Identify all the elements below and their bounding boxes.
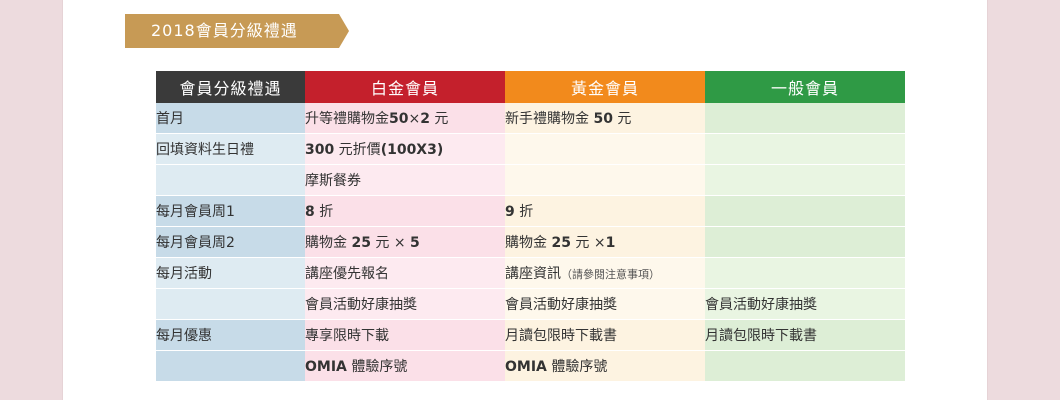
gold-cell xyxy=(505,134,705,165)
membership-benefits-table: 會員分級禮遇 白金會員 黃金會員 一般會員 首月 升等禮購物金50×2 元新手禮購… xyxy=(156,71,905,382)
benefit-category-cell: 每月優惠 xyxy=(156,320,305,351)
cell-text: 月讀包限時下載書 xyxy=(505,328,617,344)
general-cell: 月讀包限時下載書 xyxy=(705,320,905,351)
platinum-cell: OMIA 體驗序號 xyxy=(305,351,505,382)
banner-arrow-shape xyxy=(125,14,349,48)
benefit-category-cell xyxy=(156,289,305,320)
cell-text: 會員活動好康抽獎 xyxy=(305,297,417,313)
benefit-category-cell xyxy=(156,351,305,382)
general-cell xyxy=(705,258,905,289)
platinum-cell: 摩斯餐券 xyxy=(305,165,505,196)
header-benefits: 會員分級禮遇 xyxy=(156,71,305,103)
table-row: 首月 升等禮購物金50×2 元新手禮購物金 50 元 xyxy=(156,103,905,134)
cell-text: 購物金 xyxy=(505,235,552,251)
cell-text: 5 xyxy=(410,235,420,251)
table-row: OMIA 體驗序號 OMIA 體驗序號 xyxy=(156,351,905,382)
platinum-cell: 專享限時下載 xyxy=(305,320,505,351)
header-platinum: 白金會員 xyxy=(305,71,505,103)
cell-text: 折 xyxy=(514,204,534,220)
cell-text: 摩斯餐券 xyxy=(305,173,361,189)
gold-cell: 新手禮購物金 50 元 xyxy=(505,103,705,134)
cell-text: 講座優先報名 xyxy=(305,266,389,282)
platinum-cell: 講座優先報名 xyxy=(305,258,505,289)
section-banner: 2018會員分級禮遇 xyxy=(125,14,349,48)
cell-text: × xyxy=(408,111,421,127)
cell-text: 專享限時下載 xyxy=(305,328,389,344)
general-cell xyxy=(705,165,905,196)
platinum-cell: 購物金 25 元 × 5 xyxy=(305,227,505,258)
benefit-category-cell xyxy=(156,165,305,196)
cell-text: 25 xyxy=(351,235,371,251)
benefit-category-cell: 每月活動 xyxy=(156,258,305,289)
cell-text: 體驗序號 xyxy=(346,359,408,375)
table-row: 每月優惠 專享限時下載 月讀包限時下載書 月讀包限時下載書 xyxy=(156,320,905,351)
cell-text: 300 xyxy=(305,142,335,158)
platinum-cell: 會員活動好康抽獎 xyxy=(305,289,505,320)
platinum-cell: 升等禮購物金50×2 元 xyxy=(305,103,505,134)
cell-text: 25 xyxy=(551,235,571,251)
benefit-category-cell: 每月會員周2 xyxy=(156,227,305,258)
platinum-cell: 300 元折價(100X3) xyxy=(305,134,505,165)
cell-text: 講座資訊 xyxy=(505,266,561,282)
platinum-cell: 8 折 xyxy=(305,196,505,227)
general-cell xyxy=(705,351,905,382)
gold-cell: 會員活動好康抽獎 xyxy=(505,289,705,320)
gold-cell: 月讀包限時下載書 xyxy=(505,320,705,351)
table-row: 會員活動好康抽獎 會員活動好康抽獎 會員活動好康抽獎 xyxy=(156,289,905,320)
general-cell xyxy=(705,134,905,165)
table-row: 回填資料生日禮 300 元折價(100X3) xyxy=(156,134,905,165)
table-row: 每月活動 講座優先報名 講座資訊（請參閱注意事項） xyxy=(156,258,905,289)
table-header-row: 會員分級禮遇 白金會員 黃金會員 一般會員 xyxy=(156,71,905,103)
gold-cell xyxy=(505,165,705,196)
cell-text: 會員活動好康抽獎 xyxy=(505,297,617,313)
cell-text: OMIA xyxy=(305,359,347,375)
general-cell xyxy=(705,103,905,134)
cell-text: 元 × xyxy=(570,235,606,251)
cell-text: 體驗序號 xyxy=(546,359,608,375)
general-cell: 會員活動好康抽獎 xyxy=(705,289,905,320)
table-row: 每月會員周2 購物金 25 元 × 5 購物金 25 元 ×1 xyxy=(156,227,905,258)
table-row: 摩斯餐券 xyxy=(156,165,905,196)
cell-text: 元 × xyxy=(370,235,411,251)
cell-text: 50 xyxy=(389,111,409,127)
cell-text: 折 xyxy=(314,204,334,220)
cell-text: 2 xyxy=(420,111,430,127)
benefit-category-cell: 首月 xyxy=(156,103,305,134)
header-general: 一般會員 xyxy=(705,71,905,103)
gold-cell: 9 折 xyxy=(505,196,705,227)
benefit-category-cell: 每月會員周1 xyxy=(156,196,305,227)
header-gold: 黃金會員 xyxy=(505,71,705,103)
gold-cell: 講座資訊（請參閱注意事項） xyxy=(505,258,705,289)
benefit-category-cell: 回填資料生日禮 xyxy=(156,134,305,165)
cell-text: 購物金 xyxy=(305,235,352,251)
cell-text: OMIA xyxy=(505,359,547,375)
gold-cell: OMIA 體驗序號 xyxy=(505,351,705,382)
cell-text: 月讀包限時下載書 xyxy=(705,328,817,344)
cell-text: （請參閱注意事項） xyxy=(561,268,660,281)
cell-text: 8 xyxy=(305,204,315,220)
gold-cell: 購物金 25 元 ×1 xyxy=(505,227,705,258)
banner-title: 2018會員分級禮遇 xyxy=(151,21,298,40)
cell-text: 元 xyxy=(429,111,449,127)
cell-text: 1 xyxy=(605,235,616,251)
cell-text: (100X3) xyxy=(380,142,444,158)
cell-text: 元 xyxy=(612,111,632,127)
general-cell xyxy=(705,196,905,227)
general-cell xyxy=(705,227,905,258)
cell-text: 新手禮購物金 xyxy=(505,111,594,127)
cell-text: 升等禮購物金 xyxy=(305,111,389,127)
cell-text: 會員活動好康抽獎 xyxy=(705,297,817,313)
cell-text: 50 xyxy=(593,111,613,127)
cell-text: 9 xyxy=(505,204,515,220)
cell-text: 元折價 xyxy=(334,142,381,158)
